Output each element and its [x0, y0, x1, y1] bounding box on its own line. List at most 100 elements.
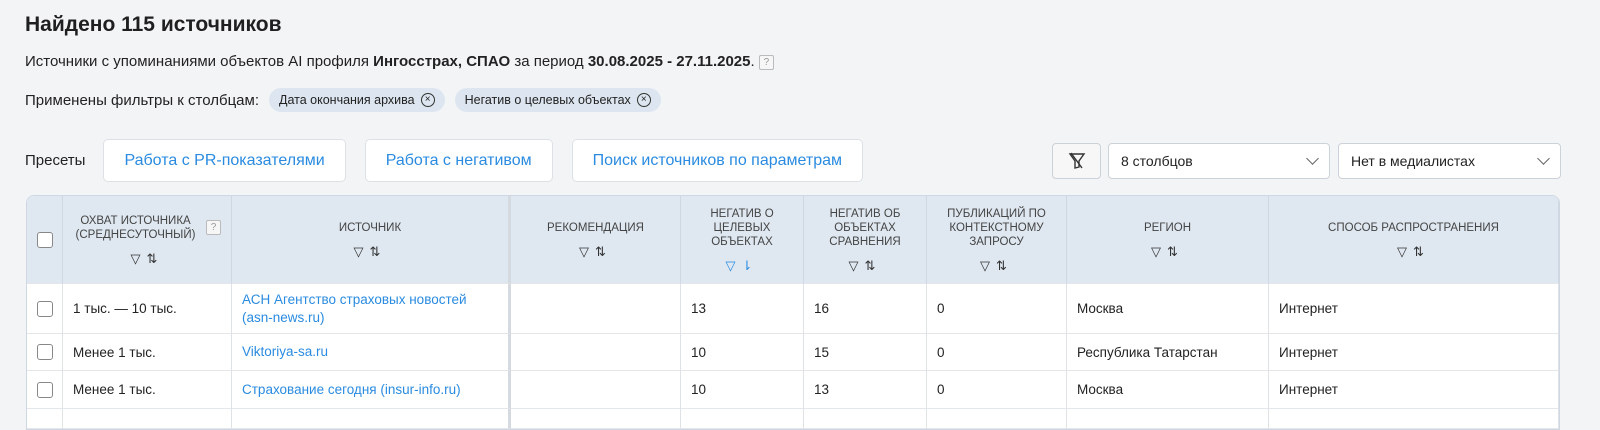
column-header[interactable]: Публикаций по контекстному запросу ▽⇅: [927, 196, 1067, 284]
table-cell: Интернет: [1269, 371, 1559, 409]
filter-icon[interactable]: ▽: [980, 257, 997, 273]
table-cell[interactable]: АСН Агентство страховых новостей (asn-ne…: [232, 284, 511, 334]
preset-pr-button[interactable]: Работа с PR-показателями: [103, 139, 346, 182]
table-cell: 0: [927, 371, 1067, 409]
table-row[interactable]: Менее 1 тыс. Страхование сегодня (insur-i…: [27, 371, 1559, 409]
subtitle-prefix: Источники с упоминаниями объектов AI про…: [25, 53, 374, 70]
help-icon[interactable]: ?: [206, 220, 221, 235]
filter-icon[interactable]: ▽: [1151, 243, 1168, 259]
column-title: Источник: [338, 221, 402, 234]
table-cell: Интернет: [1269, 334, 1559, 371]
sort-icon[interactable]: ⇅: [864, 257, 882, 273]
profile-name: Ингосстрах, СПАО: [373, 53, 511, 70]
medialist-select[interactable]: Нет в медиалистах: [1338, 143, 1561, 179]
column-title: Способ распространения: [1328, 221, 1499, 234]
column-title: Охват источника (среднесуточный): [75, 214, 196, 241]
column-title: Негатив об объектах сравнения: [829, 207, 901, 248]
filter-icon[interactable]: ▽: [579, 243, 596, 259]
column-title: Негатив о целевых объектах: [710, 207, 774, 248]
column-header[interactable]: Негатив о целевых объектах ▽⇂: [681, 196, 804, 284]
filter-icon[interactable]: ▽: [353, 243, 370, 259]
row-checkbox[interactable]: [36, 300, 53, 317]
table-cell: [804, 409, 927, 429]
sort-icon[interactable]: ⇅: [146, 250, 164, 266]
column-header[interactable]: Рекомендация ▽⇅: [511, 196, 681, 284]
table-cell: [1269, 409, 1559, 429]
table-cell: 1 тыс. — 10 тыс.: [63, 284, 232, 334]
table-cell: [511, 334, 681, 371]
sort-icon[interactable]: ⇅: [369, 243, 387, 259]
table-cell: [1067, 409, 1269, 429]
filter-chip[interactable]: Дата окончания архива ×: [269, 88, 445, 112]
column-title: Публикаций по контекстному запросу: [947, 207, 1046, 248]
table-cell: [511, 371, 681, 409]
table-row: [27, 409, 1559, 429]
column-title: Рекомендация: [547, 221, 644, 234]
page-title: Найдено 115 источников: [25, 13, 282, 36]
table-cell: [27, 409, 63, 429]
chevron-down-icon: [1306, 152, 1319, 165]
table-cell: [63, 409, 232, 429]
filter-off-icon: [1068, 152, 1085, 169]
column-header[interactable]: Негатив об объектах сравнения ▽⇅: [804, 196, 927, 284]
row-select-cell: [27, 371, 63, 409]
filter-chip[interactable]: Негатив о целевых объектах ×: [454, 88, 661, 112]
row-select-cell: [27, 334, 63, 371]
column-header[interactable]: Источник ▽⇅: [232, 196, 511, 284]
period: 30.08.2025 - 27.11.2025: [587, 53, 751, 70]
table-cell: [511, 409, 681, 429]
applied-filters: Применены фильтры к столбцам: Дата оконч…: [25, 88, 661, 112]
select-all-checkbox[interactable]: [36, 231, 53, 248]
column-title: Регион: [1143, 221, 1192, 234]
filter-icon[interactable]: ▽: [130, 250, 147, 266]
table-cell: Москва: [1067, 284, 1269, 334]
table-cell: [232, 409, 511, 429]
sort-icon[interactable]: ⇅: [1167, 243, 1184, 259]
row-checkbox[interactable]: [36, 381, 53, 398]
chip-label: Негатив о целевых объектах: [464, 93, 631, 107]
sort-icon[interactable]: ⇅: [996, 257, 1013, 273]
table-cell: 16: [804, 284, 927, 334]
table-row[interactable]: Менее 1 тыс. Viktoriya-sa.ru 10 15 0 Республи…: [27, 334, 1559, 371]
table-header: Охват источника (среднесуточный)? ▽⇅ Источ…: [27, 196, 1559, 284]
table-cell: [681, 409, 804, 429]
presets: Пресеты Работа с PR-показателями Работа …: [25, 139, 882, 182]
sources-table: Охват источника (среднесуточный)? ▽⇅ Источ…: [26, 195, 1560, 430]
table-cell: Республика Татарстан: [1067, 334, 1269, 371]
table-cell[interactable]: Страхование сегодня (insur-info.ru): [232, 371, 511, 409]
help-icon[interactable]: ?: [758, 54, 774, 70]
subtitle-suffix: .: [750, 53, 755, 70]
preset-search-button[interactable]: Поиск источников по параметрам: [571, 139, 864, 182]
subtitle-middle: за период: [510, 53, 588, 70]
chevron-down-icon: [1537, 152, 1550, 165]
subtitle: Источники с упоминаниями объектов AI про…: [25, 53, 774, 70]
table-cell: Менее 1 тыс.: [63, 371, 232, 409]
table-cell[interactable]: Viktoriya-sa.ru: [232, 334, 511, 371]
filters-label: Применены фильтры к столбцам:: [25, 91, 259, 109]
clear-filter-button[interactable]: [1052, 143, 1101, 179]
table-cell: Менее 1 тыс.: [63, 334, 232, 371]
close-icon[interactable]: ×: [420, 93, 435, 107]
columns-select[interactable]: 8 столбцов: [1108, 143, 1330, 179]
filter-icon[interactable]: ▽: [1397, 243, 1414, 259]
table-cell: 10: [681, 334, 804, 371]
presets-label: Пресеты: [25, 152, 86, 169]
sort-icon[interactable]: ⇂: [741, 257, 759, 273]
column-header[interactable]: Регион ▽⇅: [1067, 196, 1269, 284]
filter-icon[interactable]: ▽: [848, 257, 865, 273]
table-cell: Интернет: [1269, 284, 1559, 334]
filter-icon[interactable]: ▽: [725, 257, 742, 273]
sort-icon[interactable]: ⇅: [595, 243, 612, 259]
table-cell: 15: [804, 334, 927, 371]
column-header[interactable]: Способ распространения ▽⇅: [1269, 196, 1559, 284]
table-row[interactable]: 1 тыс. — 10 тыс. АСН Агентство страховых …: [27, 284, 1559, 334]
column-header[interactable]: Охват источника (среднесуточный)? ▽⇅: [63, 196, 232, 284]
row-checkbox[interactable]: [36, 344, 53, 360]
sort-icon[interactable]: ⇅: [1413, 243, 1430, 259]
table-cell: 13: [804, 371, 927, 409]
close-icon[interactable]: ×: [636, 93, 651, 107]
table-cell: 10: [681, 371, 804, 409]
preset-negative-button[interactable]: Работа с негативом: [364, 139, 553, 182]
select-all-cell: [27, 196, 63, 284]
table-cell: [927, 409, 1067, 429]
